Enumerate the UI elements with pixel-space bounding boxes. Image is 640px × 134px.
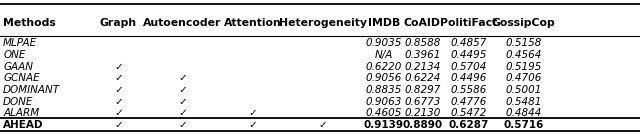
Text: ✓: ✓ <box>178 120 187 130</box>
Text: N/A: N/A <box>375 50 393 60</box>
Text: DOMINANT: DOMINANT <box>3 85 60 95</box>
Text: 0.8297: 0.8297 <box>404 85 440 95</box>
Text: ONE: ONE <box>3 50 26 60</box>
Text: 0.5481: 0.5481 <box>505 97 541 107</box>
Text: 0.5001: 0.5001 <box>505 85 541 95</box>
Text: 0.4605: 0.4605 <box>366 108 402 118</box>
Text: AHEAD: AHEAD <box>3 120 44 130</box>
Text: ✓: ✓ <box>178 85 187 95</box>
Text: ✓: ✓ <box>319 120 328 130</box>
Text: ✓: ✓ <box>114 97 123 107</box>
Text: GossipCop: GossipCop <box>492 18 555 28</box>
Text: 0.6220: 0.6220 <box>366 62 402 72</box>
Text: 0.4564: 0.4564 <box>505 50 541 60</box>
Text: 0.9139: 0.9139 <box>364 120 404 130</box>
Text: 0.6287: 0.6287 <box>449 120 489 130</box>
Text: Heterogeneity: Heterogeneity <box>279 18 367 28</box>
Text: Methods: Methods <box>3 18 56 28</box>
Text: 0.6773: 0.6773 <box>404 97 440 107</box>
Text: 0.2130: 0.2130 <box>404 108 440 118</box>
Text: 0.2134: 0.2134 <box>404 62 440 72</box>
Text: ✓: ✓ <box>248 108 257 118</box>
Text: 0.5158: 0.5158 <box>505 38 541 48</box>
Text: 0.5586: 0.5586 <box>451 85 487 95</box>
Text: Attention: Attention <box>224 18 282 28</box>
Text: ✓: ✓ <box>178 108 187 118</box>
Text: PolitiFact: PolitiFact <box>440 18 497 28</box>
Text: 0.5195: 0.5195 <box>505 62 541 72</box>
Text: GCNAE: GCNAE <box>3 73 40 83</box>
Text: 0.9056: 0.9056 <box>366 73 402 83</box>
Text: 0.4496: 0.4496 <box>451 73 487 83</box>
Text: 0.6224: 0.6224 <box>404 73 440 83</box>
Text: ✓: ✓ <box>114 85 123 95</box>
Text: ✓: ✓ <box>114 62 123 72</box>
Text: 0.5472: 0.5472 <box>451 108 487 118</box>
Text: 0.5716: 0.5716 <box>503 120 543 130</box>
Text: Autoencoder: Autoencoder <box>143 18 221 28</box>
Text: ✓: ✓ <box>178 73 187 83</box>
Text: ✓: ✓ <box>114 73 123 83</box>
Text: MLPAE: MLPAE <box>3 38 37 48</box>
Text: 0.4495: 0.4495 <box>451 50 487 60</box>
Text: 0.9063: 0.9063 <box>366 97 402 107</box>
Text: ✓: ✓ <box>114 120 123 130</box>
Text: 0.8588: 0.8588 <box>404 38 440 48</box>
Text: 0.4706: 0.4706 <box>505 73 541 83</box>
Text: 0.4857: 0.4857 <box>451 38 487 48</box>
Text: 0.5704: 0.5704 <box>451 62 487 72</box>
Text: IMDB: IMDB <box>368 18 400 28</box>
Text: 0.4844: 0.4844 <box>505 108 541 118</box>
Text: Graph: Graph <box>100 18 137 28</box>
Text: CoAID: CoAID <box>404 18 441 28</box>
Text: 0.3961: 0.3961 <box>404 50 440 60</box>
Text: 0.9035: 0.9035 <box>366 38 402 48</box>
Text: 0.8835: 0.8835 <box>366 85 402 95</box>
Text: ALARM: ALARM <box>3 108 40 118</box>
Text: ✓: ✓ <box>248 120 257 130</box>
Text: GAAN: GAAN <box>3 62 33 72</box>
Text: DONE: DONE <box>3 97 33 107</box>
Text: 0.8890: 0.8890 <box>403 120 442 130</box>
Text: 0.4776: 0.4776 <box>451 97 487 107</box>
Text: ✓: ✓ <box>114 108 123 118</box>
Text: ✓: ✓ <box>178 97 187 107</box>
